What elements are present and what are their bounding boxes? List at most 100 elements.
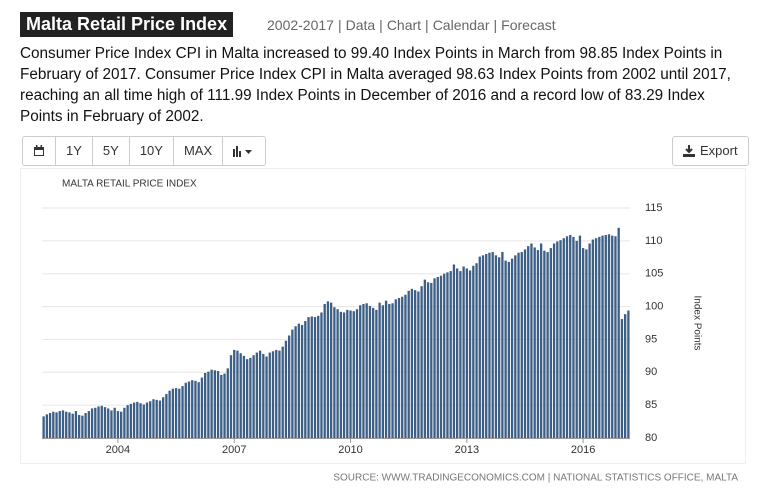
y-tick-label: 85 (645, 399, 657, 411)
calendar-button[interactable] (23, 137, 56, 165)
range-button[interactable]: 10Y (130, 137, 174, 165)
bar (426, 282, 430, 438)
bar (352, 311, 355, 438)
bar (611, 235, 614, 438)
bar (543, 250, 546, 438)
nav-separator: | (493, 17, 498, 33)
bar (362, 303, 365, 438)
bar (210, 369, 213, 438)
bar (178, 388, 181, 438)
bar (365, 303, 368, 438)
bar (549, 248, 553, 438)
page-title: Malta Retail Price Index (20, 12, 234, 37)
bar (552, 243, 556, 438)
y-tick-label: 80 (645, 432, 657, 444)
chart-type-button[interactable] (223, 137, 265, 165)
bar (565, 236, 569, 438)
bar (546, 252, 549, 438)
bar (410, 288, 414, 438)
bar (397, 298, 401, 438)
nav-link: 2002-2017 (267, 17, 334, 33)
bar (449, 271, 452, 438)
bar (536, 250, 540, 438)
bar (136, 401, 139, 438)
bar (145, 402, 149, 438)
bar (559, 240, 562, 438)
bar (245, 359, 249, 438)
bar (110, 410, 113, 438)
bar (284, 340, 288, 438)
nav-link[interactable]: Chart (386, 17, 422, 33)
chart-frame (20, 168, 746, 464)
bar (485, 254, 488, 438)
bar (591, 239, 595, 438)
bar (575, 240, 578, 438)
y-tick-label: 105 (645, 268, 663, 280)
y-axis-label: Index Points (691, 295, 702, 350)
bar (468, 270, 472, 438)
bar (604, 234, 607, 438)
bar (510, 258, 514, 438)
bar (216, 370, 220, 438)
download-icon (683, 145, 695, 157)
bar (42, 416, 45, 438)
bar (258, 350, 262, 438)
bar (203, 372, 207, 438)
range-button[interactable]: MAX (174, 137, 224, 165)
bar (291, 329, 294, 438)
bar (455, 268, 459, 438)
bar (181, 386, 184, 438)
y-tick-label: 90 (645, 366, 657, 378)
bar (617, 227, 620, 438)
bar (197, 382, 200, 438)
bar (194, 380, 197, 438)
bar (478, 256, 481, 438)
bar (116, 411, 120, 438)
bar (213, 370, 217, 438)
bar (184, 382, 187, 438)
bar (556, 241, 559, 438)
bar (77, 415, 81, 438)
bar (174, 388, 178, 438)
bar (594, 238, 598, 438)
bar (413, 290, 417, 438)
range-button[interactable]: 5Y (93, 137, 130, 165)
bar (581, 248, 585, 438)
y-tick-label: 115 (645, 202, 663, 214)
x-tick-label: 2010 (338, 444, 362, 456)
bar (407, 290, 410, 438)
bar (90, 408, 94, 438)
bar (278, 350, 281, 438)
nav-link[interactable]: Data (345, 17, 376, 33)
range-button[interactable]: 1Y (56, 137, 93, 165)
bar (61, 410, 65, 438)
source-note: SOURCE: WWW.TRADINGECONOMICS.COM | NATIO… (333, 473, 738, 484)
nav-link[interactable]: Forecast (501, 17, 556, 33)
bar (300, 324, 304, 438)
bar (58, 411, 61, 438)
bar (226, 368, 229, 438)
bar (165, 393, 168, 438)
bar (242, 355, 246, 438)
bar (333, 307, 336, 438)
summary: Consumer Price Index CPI in Malta increa… (20, 45, 731, 125)
bar (84, 413, 87, 438)
bar (342, 312, 346, 438)
bar (126, 405, 129, 438)
bar (501, 252, 504, 438)
bar (171, 388, 175, 438)
export-button[interactable]: Export (673, 137, 748, 165)
bar (262, 353, 265, 438)
y-tick-label: 110 (645, 235, 663, 247)
bar (155, 399, 158, 438)
bar (223, 373, 226, 438)
bar (123, 407, 126, 438)
bar (207, 371, 210, 438)
bar (281, 346, 284, 438)
bar (614, 236, 617, 438)
bar (304, 321, 307, 438)
nav-link[interactable]: Calendar (432, 17, 490, 33)
bar (472, 265, 475, 438)
bar (287, 335, 291, 438)
